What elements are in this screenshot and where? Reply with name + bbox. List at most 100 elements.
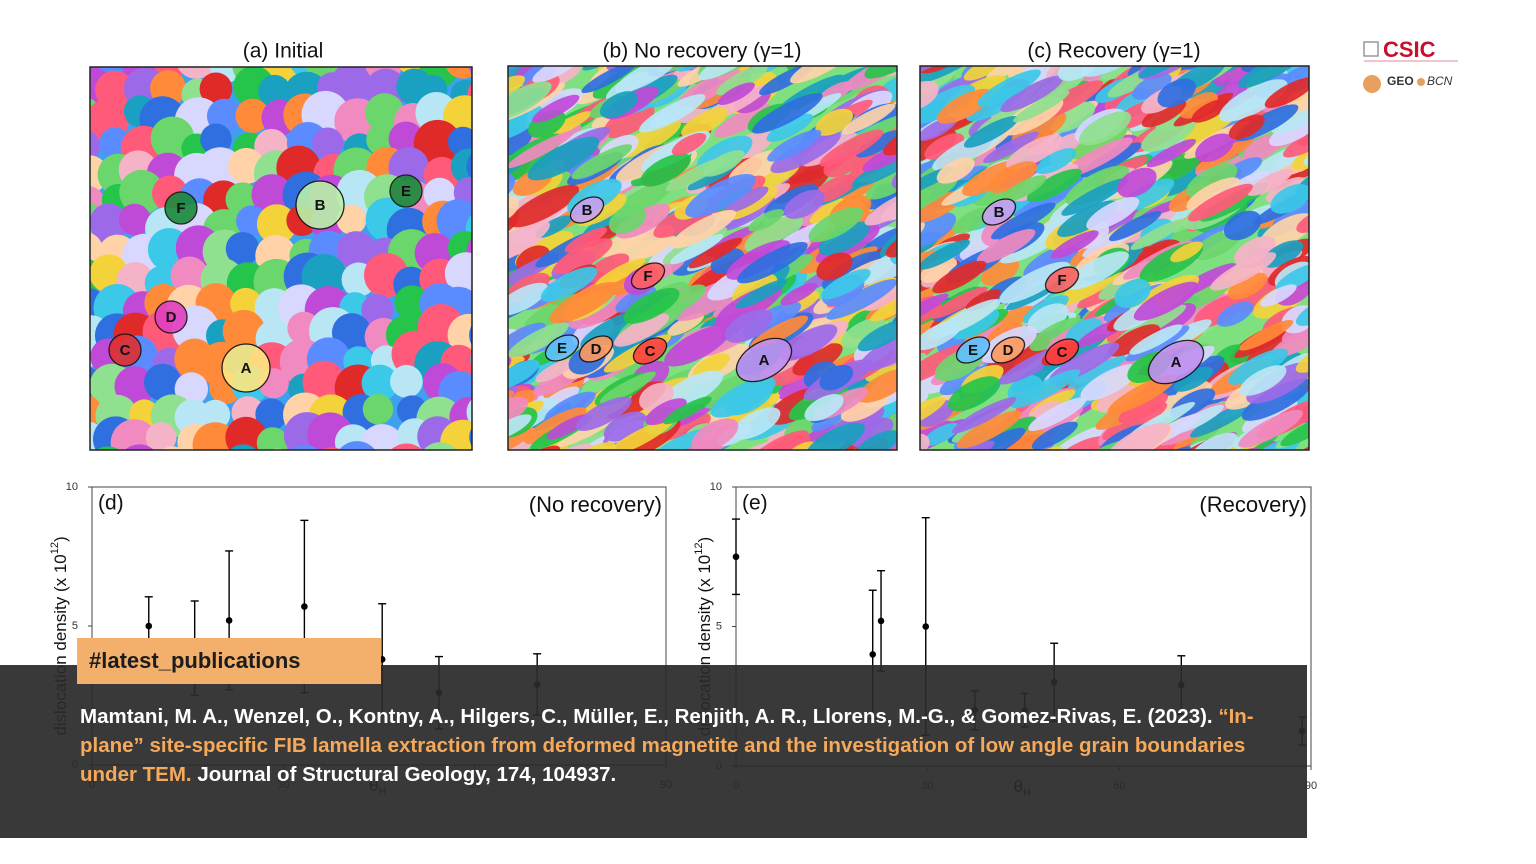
grain — [615, 66, 678, 93]
grain — [1061, 137, 1133, 178]
grain — [229, 444, 257, 450]
grain — [1132, 73, 1172, 100]
grain — [815, 108, 854, 136]
grain — [564, 227, 608, 253]
grain — [1228, 348, 1289, 385]
grain — [998, 220, 1070, 264]
grain — [737, 241, 808, 284]
grain — [930, 286, 988, 319]
grain — [1247, 168, 1293, 196]
grain — [920, 293, 949, 329]
grain — [1189, 432, 1238, 450]
grain-map — [90, 67, 476, 489]
grain — [290, 444, 319, 450]
grain — [599, 91, 638, 119]
grain — [255, 398, 288, 431]
grain — [804, 394, 844, 422]
grain — [467, 82, 472, 109]
y-label-sup: 12 — [693, 542, 705, 554]
grain-outline — [569, 196, 605, 224]
grain — [780, 282, 818, 306]
grain — [1157, 78, 1196, 108]
grain — [1296, 210, 1309, 233]
grain — [983, 131, 1039, 164]
map-frame — [89, 66, 473, 451]
grain — [508, 359, 540, 390]
grain — [702, 150, 745, 177]
y-label-end: ) — [695, 537, 714, 543]
grain-outline — [990, 336, 1026, 364]
grain — [1107, 374, 1177, 415]
grain — [770, 131, 841, 174]
grain — [1096, 384, 1137, 413]
grain — [469, 427, 472, 447]
csic-logo: CSIC — [1363, 37, 1458, 62]
grain — [508, 195, 519, 223]
geo3bcn-logo: GEO BCN — [1363, 74, 1453, 93]
grain — [546, 414, 589, 440]
grain — [321, 447, 342, 450]
grain-outline — [1044, 338, 1080, 366]
map-frame — [507, 65, 898, 451]
grain — [1210, 252, 1277, 291]
grain — [1086, 197, 1140, 231]
grain-outline — [981, 198, 1017, 226]
grain — [920, 287, 934, 317]
grain — [177, 67, 216, 79]
grain — [570, 441, 616, 450]
grain-label: F — [176, 200, 185, 217]
grain — [748, 209, 785, 232]
grain — [439, 452, 476, 489]
grain-label: A — [1171, 354, 1182, 371]
grain — [864, 66, 897, 79]
grain — [1280, 415, 1309, 447]
data-point — [877, 617, 885, 625]
grain — [860, 247, 897, 285]
grain — [390, 365, 423, 398]
grain — [826, 279, 897, 320]
grain — [1035, 148, 1077, 175]
grain — [1141, 99, 1187, 128]
grain — [726, 384, 773, 416]
grain — [986, 66, 1041, 81]
grain — [670, 233, 724, 265]
grain — [469, 324, 472, 346]
grain — [1152, 449, 1196, 483]
grain — [1195, 133, 1234, 163]
grain — [336, 231, 376, 271]
grain — [920, 239, 971, 270]
grain — [450, 148, 472, 185]
grain — [1031, 421, 1078, 450]
grain-outline — [735, 337, 793, 383]
grain-map — [920, 66, 1309, 483]
grain — [1026, 168, 1082, 203]
grain — [645, 398, 687, 426]
grain — [685, 173, 756, 218]
grain — [225, 232, 260, 266]
grain — [603, 411, 647, 442]
grain-outline — [108, 333, 142, 367]
grain — [143, 363, 182, 402]
grain — [575, 396, 632, 431]
grain — [819, 129, 884, 167]
data-point — [301, 603, 308, 610]
grain — [920, 312, 944, 350]
hashtag: #latest_publications — [77, 638, 381, 684]
grain — [468, 67, 472, 75]
grain — [920, 66, 988, 83]
grain — [806, 422, 865, 450]
panel-label: (e) — [742, 492, 768, 515]
grain — [362, 393, 394, 425]
grain — [865, 168, 897, 200]
grain — [1246, 362, 1309, 404]
grain-label: D — [1003, 342, 1014, 359]
grain — [466, 398, 472, 426]
grain — [790, 66, 857, 84]
map-frame — [919, 65, 1310, 451]
grain-outline — [295, 180, 345, 230]
grain — [767, 129, 822, 162]
grain — [999, 261, 1070, 304]
grain — [841, 317, 887, 349]
grain — [363, 450, 396, 483]
grain — [1239, 319, 1294, 351]
